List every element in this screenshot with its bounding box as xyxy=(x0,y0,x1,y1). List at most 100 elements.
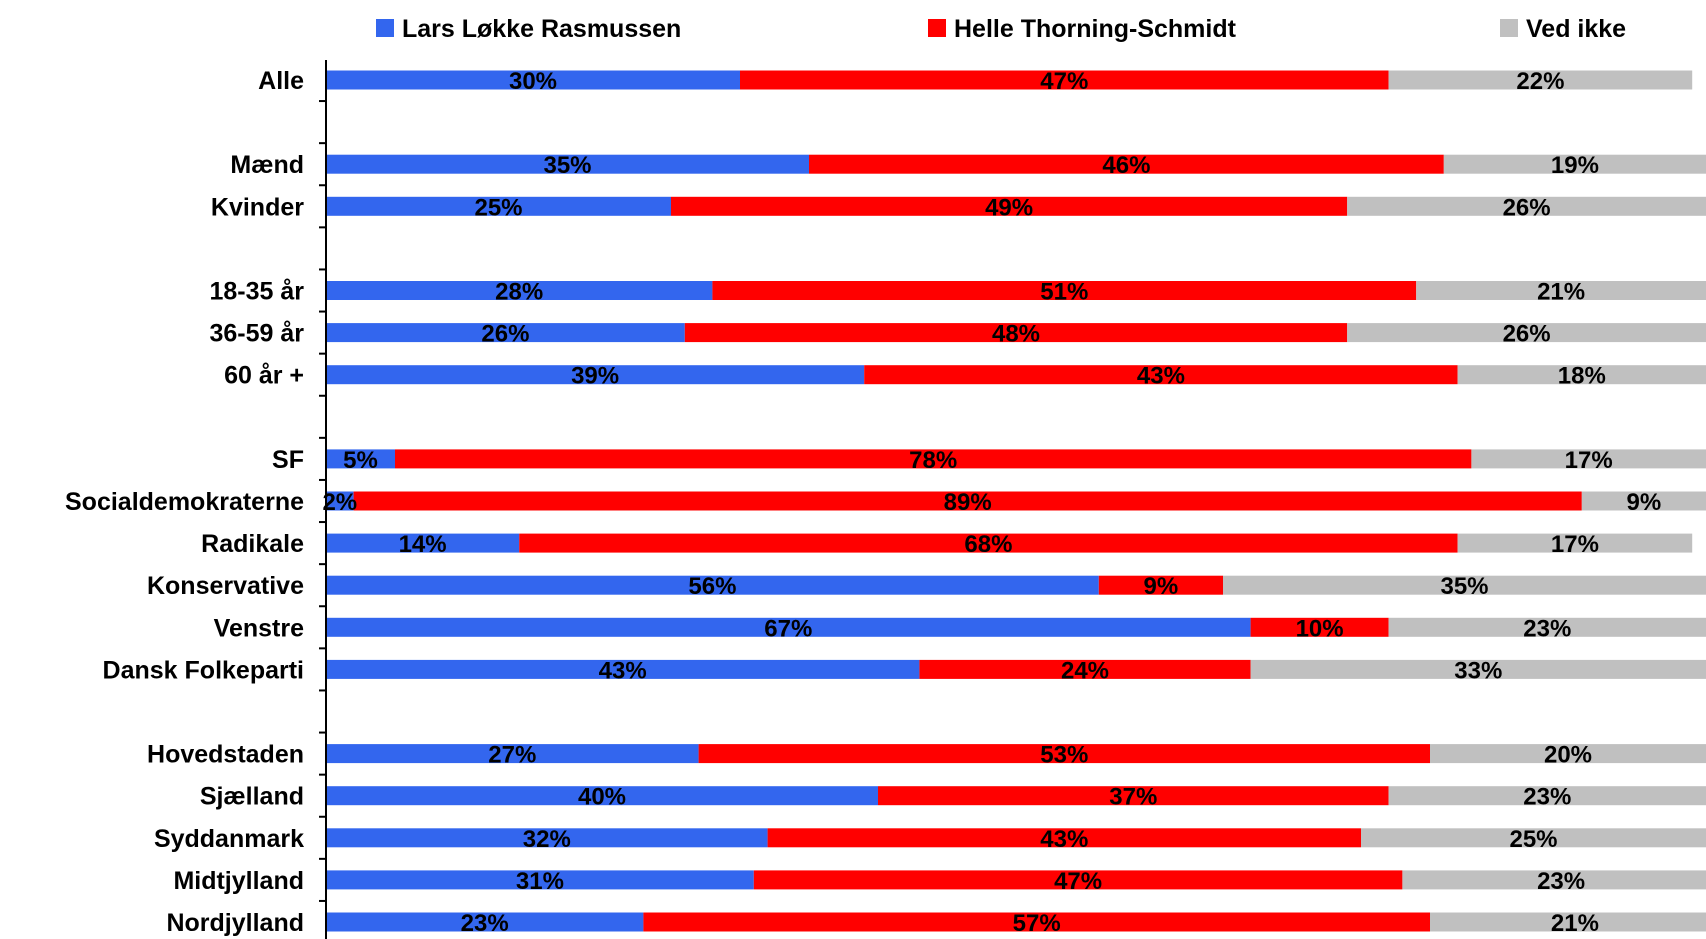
data-label: 32% xyxy=(523,826,571,853)
data-label: 25% xyxy=(1509,826,1557,853)
data-label: 23% xyxy=(1523,784,1571,811)
bar-segment-1 xyxy=(326,154,809,174)
bar-segment-3 xyxy=(1388,617,1706,637)
bar-segment-1 xyxy=(326,281,713,300)
data-label: 2% xyxy=(322,489,357,516)
data-label: 25% xyxy=(474,194,522,221)
bar-segment-1 xyxy=(326,365,865,385)
legend-swatch-1 xyxy=(376,19,394,37)
bar-segment-2 xyxy=(864,365,1458,385)
legend-swatch-3 xyxy=(1500,19,1518,37)
bar-segment-3 xyxy=(1430,744,1706,764)
category-label: SF xyxy=(272,446,304,474)
data-label: 51% xyxy=(1040,279,1088,306)
data-label: 19% xyxy=(1551,152,1599,179)
bar-segment-3 xyxy=(1443,154,1706,174)
bar-segment-2 xyxy=(395,449,1472,469)
bar-segment-3 xyxy=(1223,575,1706,595)
bar-segment-1 xyxy=(326,70,740,90)
data-label: 37% xyxy=(1109,784,1157,811)
category-label: Mænd xyxy=(230,151,304,179)
category-label: Konservative xyxy=(147,572,304,600)
legend-label-3: Ved ikke xyxy=(1526,15,1626,43)
data-label: 67% xyxy=(764,615,812,642)
category-label: Socialdemokraterne xyxy=(65,488,304,516)
data-label: 18% xyxy=(1558,363,1606,390)
data-label: 26% xyxy=(1503,194,1551,221)
data-label: 43% xyxy=(1040,826,1088,853)
data-label: 78% xyxy=(909,447,957,474)
data-label: 33% xyxy=(1454,657,1502,684)
category-label: Venstre xyxy=(214,614,304,642)
data-label: 9% xyxy=(1144,573,1179,600)
bar-segment-2 xyxy=(684,323,1348,343)
bar-segment-1 xyxy=(326,575,1099,595)
bar-segment-2 xyxy=(919,659,1251,679)
bar-segment-3 xyxy=(1471,449,1706,469)
data-label: 26% xyxy=(481,321,529,348)
data-label: 27% xyxy=(488,742,536,769)
bar-segment-2 xyxy=(519,533,1458,553)
bar-segment-2 xyxy=(753,870,1403,890)
bar-segment-2 xyxy=(1250,617,1389,637)
bars xyxy=(326,70,1706,932)
category-label: Radikale xyxy=(201,530,304,558)
bar-segment-3 xyxy=(1416,281,1706,300)
legend: Lars Løkke Rasmussen Helle Thorning-Schmi… xyxy=(376,15,1626,43)
data-label: 21% xyxy=(1551,910,1599,937)
bar-segment-3 xyxy=(1388,70,1693,90)
data-label: 35% xyxy=(543,152,591,179)
data-label: 10% xyxy=(1296,615,1344,642)
bar-segment-1 xyxy=(326,786,878,806)
data-label: 23% xyxy=(1523,615,1571,642)
data-label: 53% xyxy=(1040,742,1088,769)
data-label: 9% xyxy=(1627,489,1662,516)
bar-segment-2 xyxy=(671,196,1348,216)
data-label: 43% xyxy=(599,657,647,684)
category-label: Midtjylland xyxy=(173,867,304,895)
data-label: 23% xyxy=(461,910,509,937)
bar-segment-3 xyxy=(1361,828,1706,848)
data-label: 39% xyxy=(571,363,619,390)
bar-segment-2 xyxy=(809,154,1444,174)
bar-segment-3 xyxy=(1581,491,1706,511)
data-label: 68% xyxy=(964,531,1012,558)
bar-segment-1 xyxy=(326,870,754,890)
data-label: 49% xyxy=(985,194,1033,221)
data-label: 22% xyxy=(1516,68,1564,95)
legend-swatch-2 xyxy=(928,19,946,37)
data-label: 31% xyxy=(516,868,564,895)
bar-segment-1 xyxy=(326,744,699,764)
data-label: 43% xyxy=(1137,363,1185,390)
bar-segment-3 xyxy=(1347,323,1706,343)
data-label: 28% xyxy=(495,279,543,306)
bar-segment-1 xyxy=(326,912,644,932)
legend-label-2: Helle Thorning-Schmidt xyxy=(954,15,1237,43)
data-label: 17% xyxy=(1565,447,1613,474)
category-label: Alle xyxy=(258,67,304,95)
data-labels: 30% 47% 22% 35% 46% 19% 25% 49% 26% 28% 51% 21% 26% 4… xyxy=(322,68,1661,937)
data-label: 30% xyxy=(509,68,557,95)
y-axis: Alle Mænd Kvinder 18-35 år 36-59 år 60 år + SF… xyxy=(65,60,327,939)
bar-segment-2 xyxy=(643,912,1430,932)
bar-segment-2 xyxy=(767,828,1361,848)
data-label: 5% xyxy=(343,447,378,474)
data-label: 46% xyxy=(1102,152,1150,179)
bar-segment-3 xyxy=(1388,786,1706,806)
bar-segment-3 xyxy=(1347,196,1706,216)
data-label: 24% xyxy=(1061,657,1109,684)
category-label: Kvinder xyxy=(211,193,304,221)
bar-segment-3 xyxy=(1250,659,1706,679)
category-label: Sjælland xyxy=(200,783,304,811)
data-label: 21% xyxy=(1537,279,1585,306)
legend-label-1: Lars Løkke Rasmussen xyxy=(402,15,681,43)
data-label: 17% xyxy=(1551,531,1599,558)
bar-segment-3 xyxy=(1402,870,1706,890)
bar-segment-1 xyxy=(326,617,1251,637)
category-label: 60 år + xyxy=(224,362,304,390)
bar-segment-1 xyxy=(326,449,395,469)
data-label: 47% xyxy=(1054,868,1102,895)
data-label: 35% xyxy=(1440,573,1488,600)
category-label: Syddanmark xyxy=(154,825,304,853)
